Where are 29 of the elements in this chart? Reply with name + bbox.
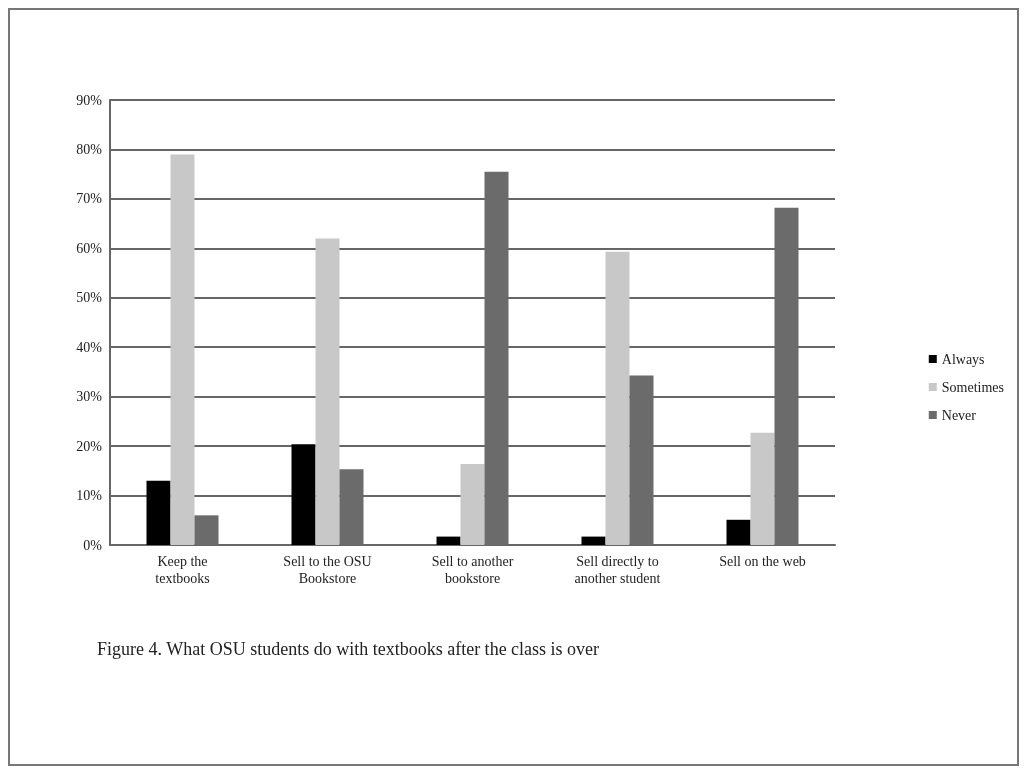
y-tick-label: 50% — [76, 290, 103, 306]
bar — [581, 536, 606, 545]
legend-label: Always — [941, 351, 985, 367]
text: Figure 4. What OSU students do with textbooks after the class is over — [97, 639, 600, 659]
y-tick-label: 20% — [76, 438, 103, 454]
x-tick-label: Sell to the OSU Bookstore — [283, 554, 372, 586]
legend-label: Sometimes — [941, 379, 1005, 395]
y-tick-label: 0% — [83, 537, 103, 553]
y-tick-label: 80% — [76, 141, 103, 157]
bar — [460, 463, 485, 545]
bar — [726, 519, 751, 545]
bar — [436, 536, 461, 545]
bar — [605, 251, 630, 545]
y-tick-label: 60% — [76, 240, 103, 256]
y-tick-label: 40% — [76, 339, 103, 355]
bar — [291, 444, 316, 545]
x-tick-label: Sell to another bookstore — [431, 554, 514, 586]
y-tick-label: 30% — [76, 389, 103, 405]
bar — [315, 238, 340, 545]
x-tick-label: Sell on the web — [719, 554, 806, 569]
legend-label: Never — [941, 407, 977, 423]
bar — [170, 154, 195, 545]
y-tick-label: 70% — [76, 191, 103, 207]
y-tick-label: 10% — [76, 488, 103, 504]
x-tick-label: Sell directly to another student — [574, 554, 661, 586]
x-tick-label: Keep the textbooks — [155, 554, 210, 586]
bar — [750, 432, 775, 545]
y-tick-label: 90% — [76, 92, 103, 108]
bar — [146, 480, 171, 545]
